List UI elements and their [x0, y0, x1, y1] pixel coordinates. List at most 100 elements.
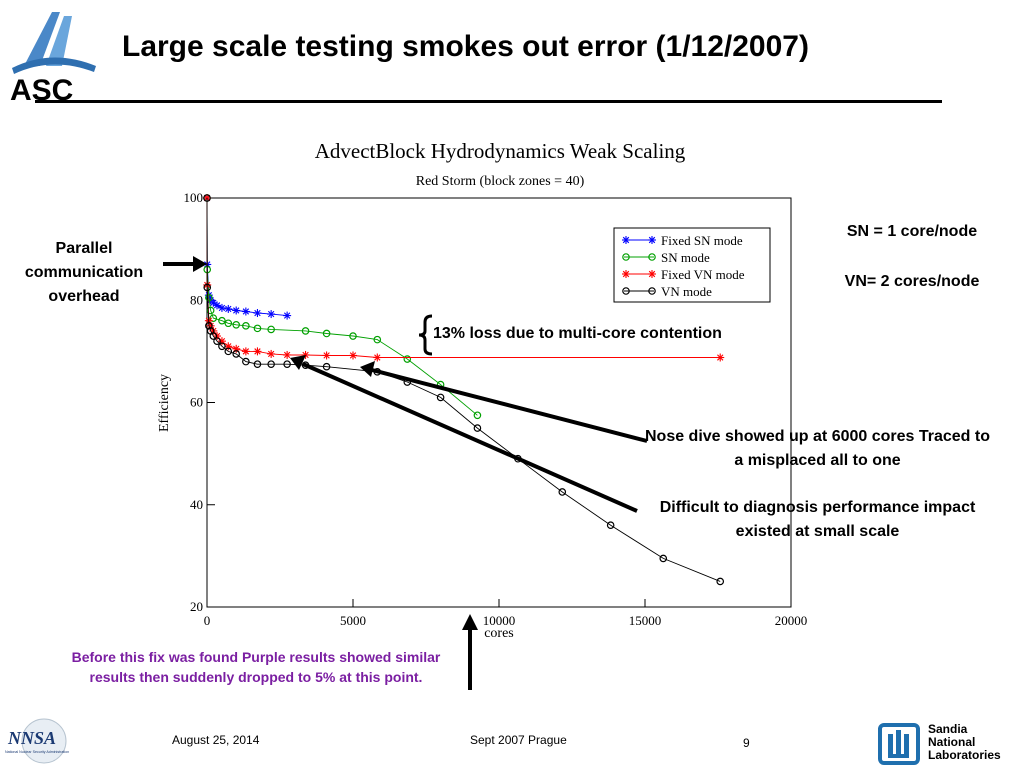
data-point-0-7	[224, 304, 233, 313]
data-point-3-18	[473, 424, 482, 432]
data-point-3-0	[203, 194, 211, 202]
x-tick-label-4: 20000	[775, 613, 808, 628]
data-point-1-9	[253, 324, 262, 333]
sandia-logo	[878, 723, 920, 765]
data-point-1-11	[301, 327, 310, 335]
data-point-3-4	[209, 332, 218, 340]
sandia-line-1: Sandia	[928, 722, 968, 736]
data-point-1-10	[267, 325, 275, 334]
data-point-3-11	[267, 360, 275, 368]
loss-note: 13% loss due to multi-core contention	[433, 325, 722, 342]
legend-marker-a-3	[622, 287, 630, 295]
x-tick-label-0: 0	[204, 613, 211, 628]
footer-event: Sept 2007 Prague	[470, 733, 567, 747]
nose-dive-arrowhead	[360, 361, 375, 377]
data-point-3-14	[322, 362, 331, 371]
x-axis-label: cores	[484, 626, 514, 641]
y-tick-label-3: 80	[190, 292, 203, 307]
data-point-2-15	[349, 351, 357, 360]
difficult-arrowhead	[290, 355, 306, 370]
series-1	[203, 194, 482, 420]
nnsa-logo-subtext: National Nuclear Security Administration	[5, 750, 69, 754]
series-line-3	[206, 197, 721, 582]
data-point-0-10	[253, 309, 262, 318]
legend-marker-b-3	[648, 287, 656, 295]
purple-point-arrowhead	[462, 614, 478, 630]
legend-marker-b-0	[648, 236, 656, 244]
data-point-1-13	[349, 332, 357, 340]
legend-label-1: SN mode	[661, 250, 710, 265]
data-point-2-10	[253, 347, 262, 356]
x-tick-label-3: 15000	[629, 613, 662, 628]
data-point-0-6	[217, 303, 226, 312]
vn-definition-note: VN= 2 cores/node	[844, 273, 980, 290]
data-point-1-3	[206, 306, 215, 315]
loss-brace	[418, 314, 433, 356]
legend-label-3: VN mode	[661, 284, 712, 299]
data-point-1-14	[373, 335, 382, 344]
data-point-3-1	[203, 283, 212, 292]
y-tick-label-2: 60	[190, 395, 203, 410]
sn-definition-note: SN = 1 core/node	[846, 223, 978, 240]
data-point-3-20	[558, 488, 567, 496]
sandia-logo-text: Sandia National Laboratories	[928, 723, 1001, 762]
difficult-arrow	[302, 362, 638, 513]
sandia-line-3: Laboratories	[928, 748, 1001, 762]
series-0	[203, 194, 292, 320]
data-point-3-5	[213, 337, 221, 345]
data-point-1-12	[322, 329, 331, 338]
data-point-2-16	[373, 353, 382, 362]
data-point-0-9	[241, 307, 250, 316]
legend-marker-a-2	[622, 270, 630, 278]
data-point-0-12	[283, 311, 292, 320]
slide-title: Large scale testing smokes out error (1/…	[122, 30, 809, 63]
data-point-3-2	[205, 322, 213, 330]
annotation-arrows	[163, 256, 648, 690]
legend-marker-b-2	[648, 270, 656, 278]
data-point-2-17	[716, 353, 725, 362]
page-number: 9	[743, 736, 750, 750]
data-point-2-12	[283, 350, 292, 359]
series-line-1	[206, 197, 478, 416]
legend-marker-a-1	[622, 253, 630, 261]
data-point-1-17	[473, 411, 482, 420]
nnsa-logo-text: NNSA	[7, 728, 56, 748]
x-tick-label-1: 5000	[340, 613, 366, 628]
data-point-3-12	[283, 360, 291, 368]
footer-date: August 25, 2014	[172, 733, 260, 747]
data-point-1-15	[403, 355, 412, 363]
data-point-3-21	[606, 521, 615, 530]
series-line-0	[206, 197, 288, 317]
data-point-1-6	[224, 319, 233, 328]
sandia-line-2: National	[928, 735, 976, 749]
asc-logo-text: ASC	[10, 74, 73, 104]
x-tick-label-2: 10000	[483, 613, 516, 628]
y-tick-label-1: 40	[190, 497, 203, 512]
legend-marker-b-1	[648, 253, 656, 261]
legend-marker-a-0	[622, 236, 630, 244]
data-point-0-8	[232, 306, 241, 315]
data-point-0-11	[267, 310, 276, 319]
data-point-3-9	[242, 357, 250, 366]
parallel-overhead-note: Parallel communication overhead	[24, 240, 144, 305]
data-point-2-11	[267, 349, 276, 358]
data-point-2-14	[322, 351, 331, 360]
data-point-3-7	[224, 347, 233, 356]
data-point-3-23	[716, 577, 725, 586]
title-rule	[35, 100, 942, 103]
legend-label-0: Fixed SN mode	[661, 233, 743, 248]
asc-logo: ASC	[10, 12, 96, 104]
data-point-1-5	[218, 316, 226, 325]
data-point-2-9	[241, 347, 250, 356]
data-point-1-8	[242, 322, 250, 330]
chart-subtitle: Red Storm (block zones = 40)	[416, 174, 585, 189]
data-point-1-4	[209, 314, 218, 322]
data-point-0-4	[209, 298, 218, 307]
data-point-1-7	[232, 320, 241, 329]
data-point-3-10	[253, 360, 262, 368]
data-point-3-22	[659, 554, 668, 563]
purple-results-note: Before this fix was found Purple results…	[71, 649, 441, 685]
y-axis-label: Efficiency	[157, 374, 172, 432]
legend-label-2: Fixed VN mode	[661, 267, 745, 282]
